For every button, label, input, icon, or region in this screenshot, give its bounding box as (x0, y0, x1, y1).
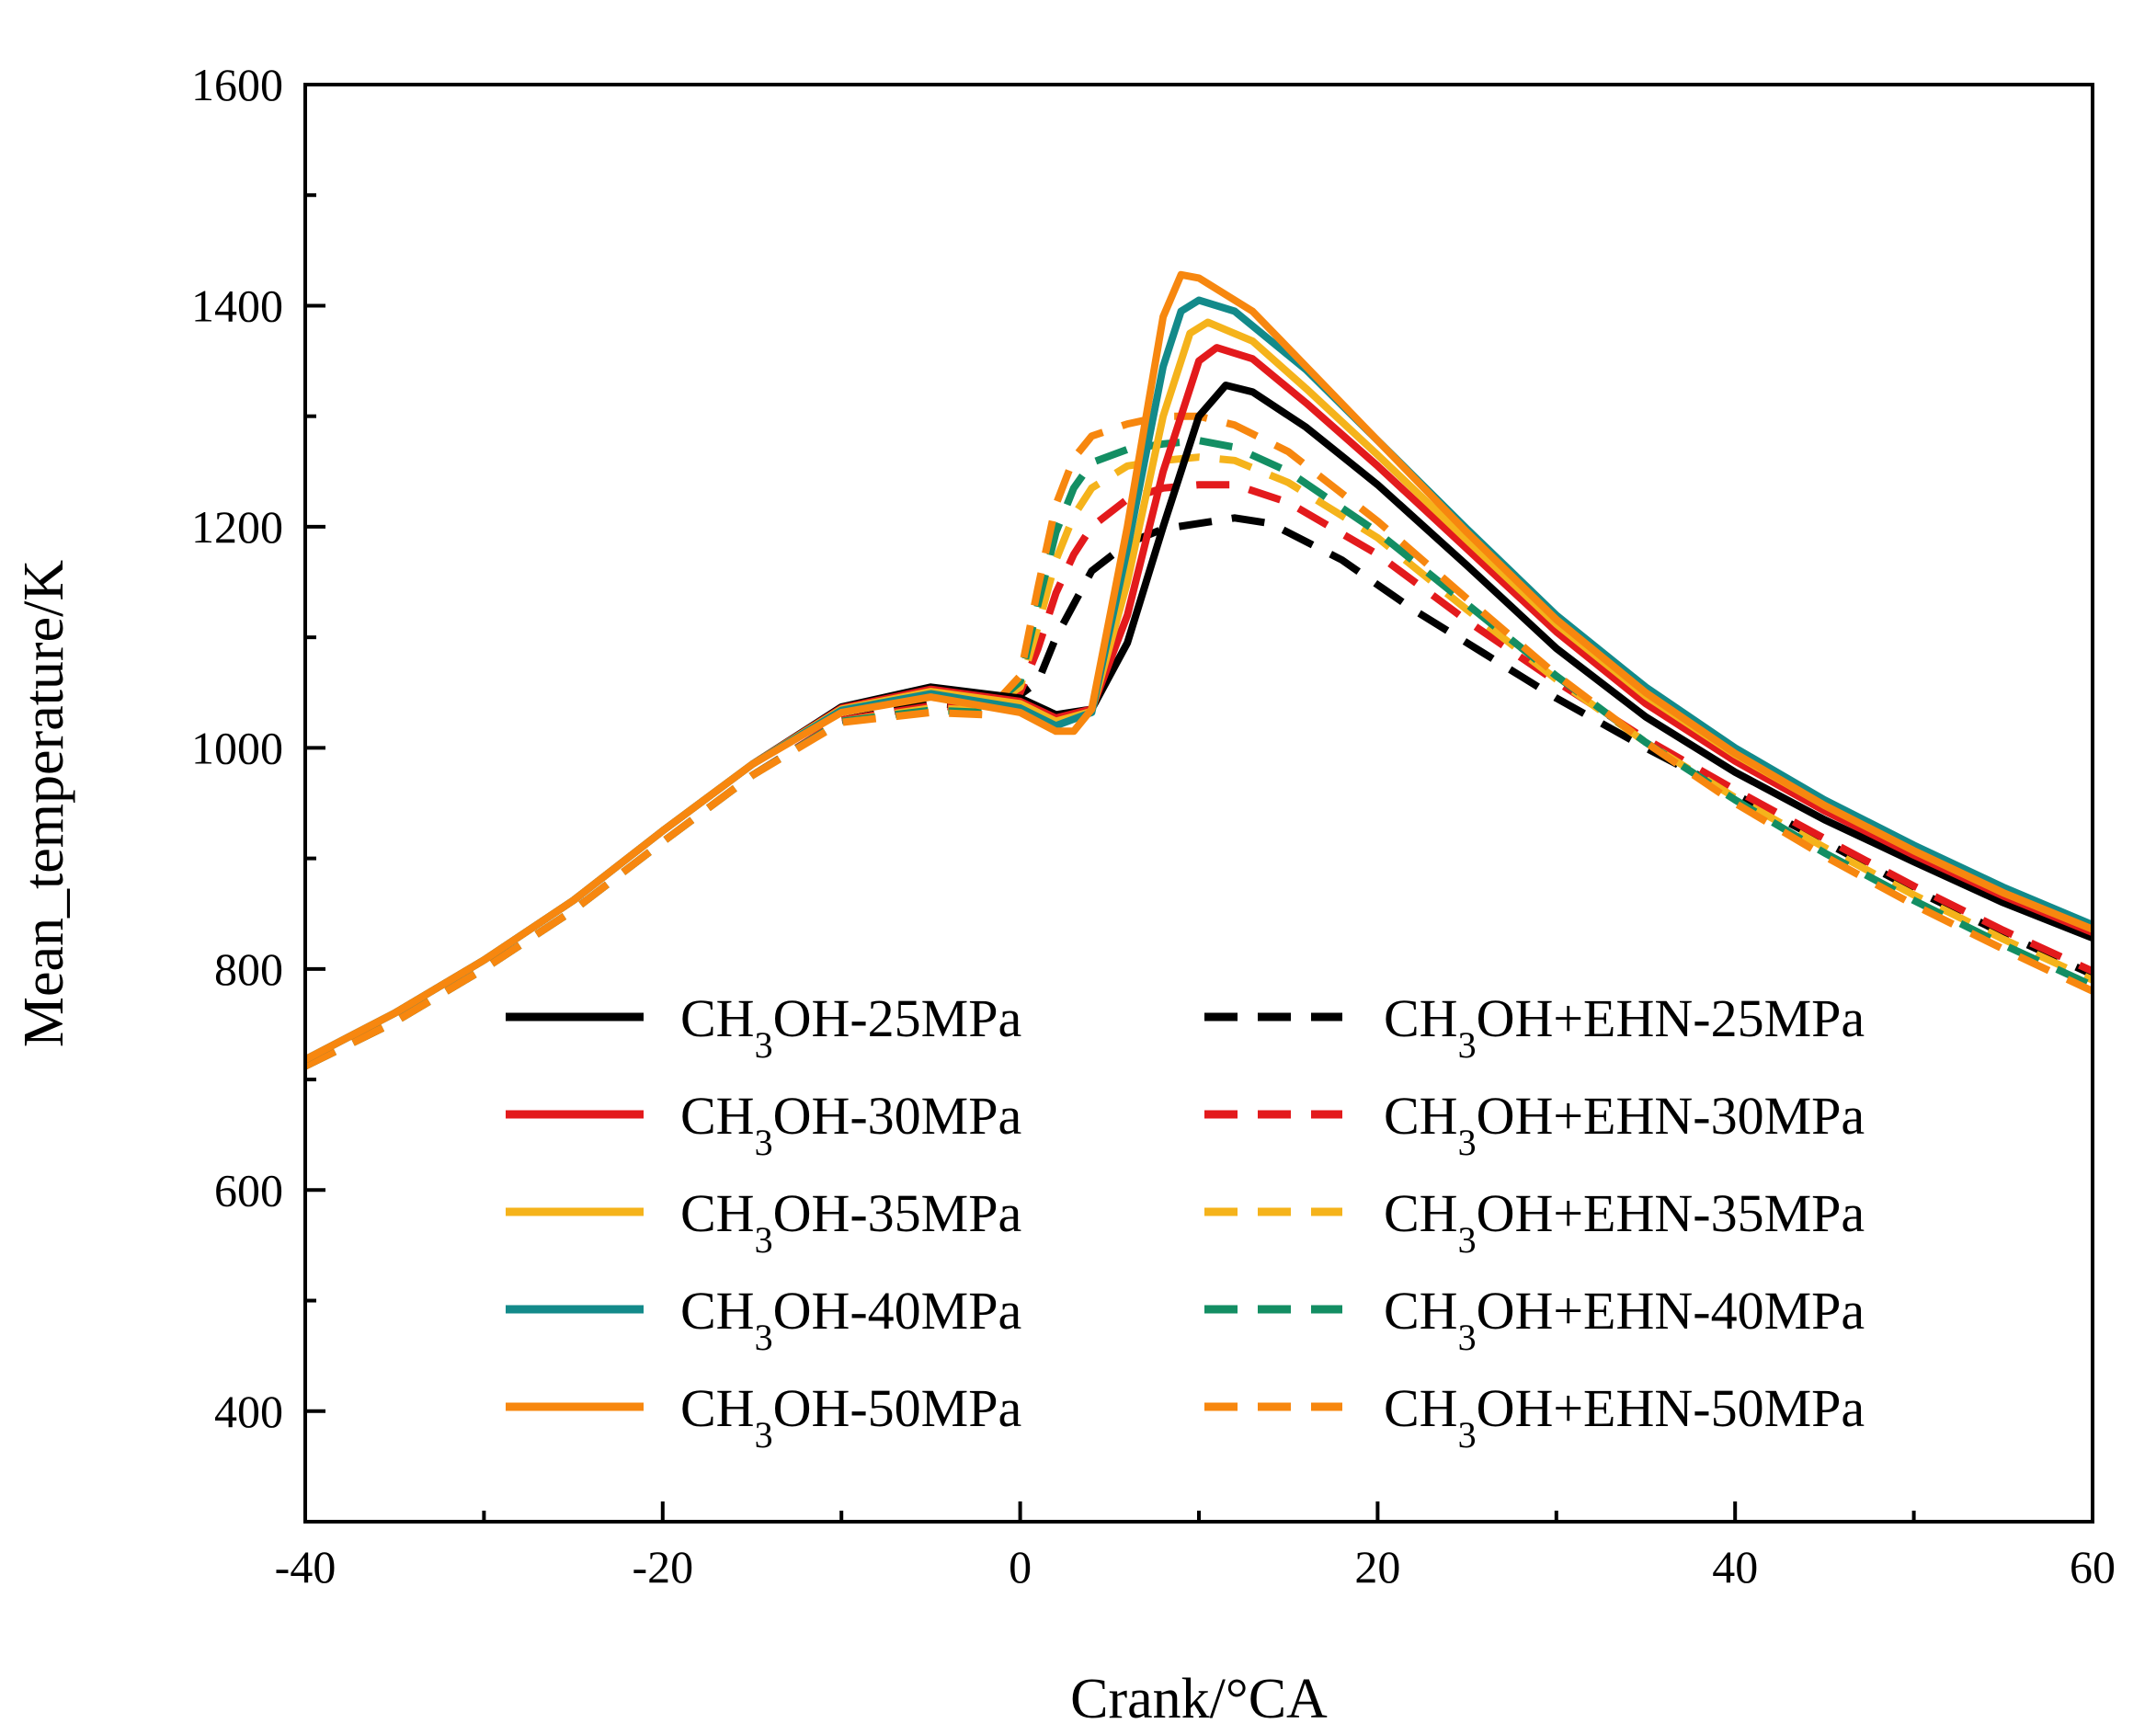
x-tick-label: 0 (1009, 1541, 1032, 1592)
series-line-ch3oh-ehn-30mpa (305, 481, 2093, 1070)
legend-label: CH3OH-35MPa (680, 1183, 1021, 1261)
y-tick-label: 600 (214, 1164, 283, 1216)
legend-label: CH3OH-30MPa (680, 1086, 1021, 1163)
legend-label: CH3OH+EHN-30MPa (1384, 1086, 1865, 1163)
y-tick-label: 1000 (191, 722, 283, 773)
y-tick-label: 1200 (191, 501, 283, 553)
legend-label: CH3OH+EHN-50MPa (1384, 1378, 1865, 1455)
legend-label: CH3OH+EHN-40MPa (1384, 1281, 1865, 1358)
legend: CH3OH-25MPa CH3OH-30MPa CH3OH-35MPa CH3OH-4… (506, 988, 1865, 1455)
y-tick-label: 800 (214, 943, 283, 995)
series-line-ch3oh-ehn-40mpa (305, 437, 2093, 1070)
x-tick-label: -40 (275, 1541, 337, 1592)
legend-label: CH3OH+EHN-25MPa (1384, 988, 1865, 1066)
y-axis-title: Mean_temperature/K (13, 560, 75, 1047)
x-tick-label: -20 (632, 1541, 693, 1592)
y-tick-label: 1400 (191, 280, 283, 331)
y-tick-label: 1600 (191, 59, 283, 110)
y-tick-label: 400 (214, 1386, 283, 1437)
series-layer (305, 270, 2093, 1070)
legend-label: CH3OH+EHN-35MPa (1384, 1183, 1865, 1261)
series-line-ch3oh-50mpa (305, 270, 2093, 1064)
x-tick-label: 20 (1354, 1541, 1400, 1592)
axes-layer: -40 -20 0 20 40 60 400 600 800 1000 1200 1400 1600 (191, 59, 2116, 1592)
legend-label: CH3OH-50MPa (680, 1378, 1021, 1455)
x-axis-title: Crank/°CA (1070, 1668, 1328, 1730)
legend-label: CH3OH-40MPa (680, 1281, 1021, 1358)
x-tick-label: 40 (1712, 1541, 1758, 1592)
x-tick-label: 60 (2070, 1541, 2116, 1592)
legend-label: CH3OH-25MPa (680, 988, 1021, 1066)
